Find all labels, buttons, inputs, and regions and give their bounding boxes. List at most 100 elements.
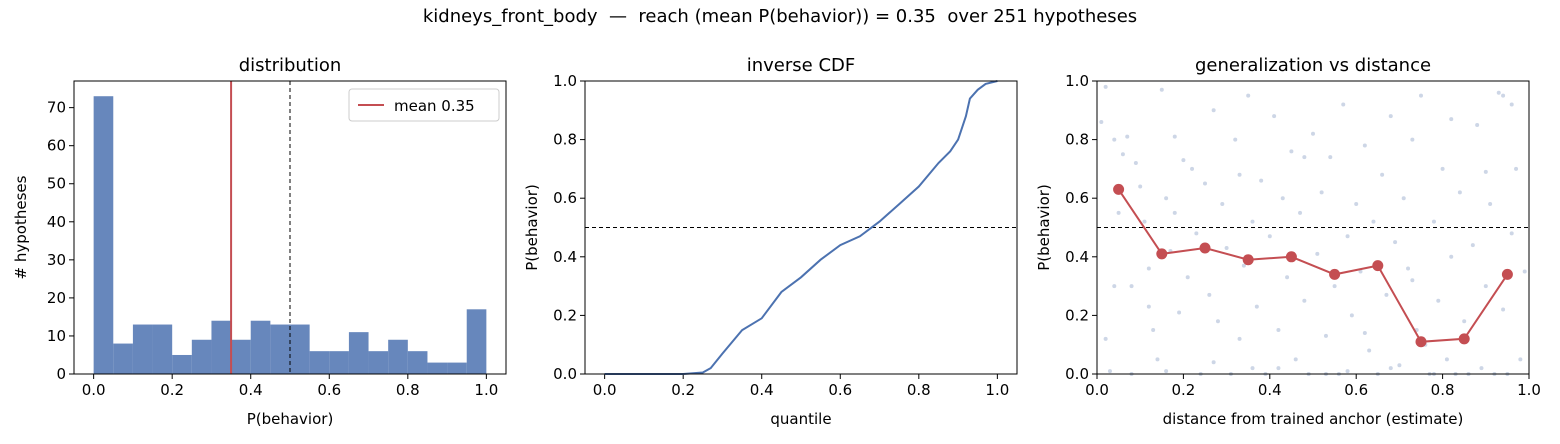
x-tick-label: 0.0 [82,381,106,399]
scatter-point [1388,114,1393,119]
scatter-point [1250,366,1255,371]
histogram-bar [407,351,428,374]
scatter-point [1410,278,1415,283]
scatter-point [1406,266,1411,271]
binned-mean-marker [1415,336,1427,348]
y-tick-label: 0.0 [1065,365,1089,383]
axes-frame [73,80,507,375]
scatter-point [1103,336,1108,341]
binned-mean-marker [1199,242,1211,254]
x-axis-label: P(behavior) [247,410,334,428]
scatter-point [1146,304,1151,309]
scatter-point [1133,161,1138,166]
y-tick-label: 0.4 [1065,248,1089,266]
scatter-point [1233,137,1238,142]
binned-mean-marker [1458,333,1470,345]
scatter-point [1129,284,1134,289]
distribution-panel: distribution 0.0 0.2 0.4 0.6 0.8 1.0 0 10 20 30 40 5… [12,55,507,428]
panel-title: inverse CDF [747,55,856,76]
y-tick-label: 1.0 [553,72,577,90]
scatter-point [1112,137,1117,142]
scatter-point [1194,231,1199,236]
scatter-point [1371,219,1376,224]
figure-suptitle: kidneys_front_body — reach (mean P(behav… [422,6,1138,27]
scatter-point [1293,357,1298,362]
x-tick-label: 0.0 [1085,381,1109,399]
x-axis-label: quantile [770,410,831,428]
y-axis-label: P(behavior) [523,184,541,271]
scatter-point [1207,292,1212,297]
scatter-point [1146,266,1151,271]
binned-mean-marker [1285,251,1297,263]
legend: mean 0.35 [348,88,500,122]
scatter-point [1345,369,1350,374]
y-tick-label: 60 [47,137,66,155]
histogram-bar [329,351,349,374]
scatter-point [1276,366,1281,371]
x-axis-label: distance from trained anchor (estimate) [1163,410,1464,428]
y-tick-label: 0.6 [553,189,577,207]
x-tick-label: 1.0 [985,381,1009,399]
y-axis-label: # hypotheses [12,175,30,279]
axes-frame [1096,80,1530,375]
axes-frame [584,80,1018,375]
y-tick-label: 0.4 [553,248,577,266]
scatter-point [1341,102,1346,107]
scatter-point [1311,131,1315,136]
y-tick-label: 1.0 [1065,72,1089,90]
histogram-bar [172,354,192,374]
x-tick-label: 0.8 [1431,381,1455,399]
scatter-point [1475,122,1480,127]
scatter-point [1250,219,1255,224]
histogram-bar [93,96,114,375]
scatter-point [1103,84,1108,89]
binned-mean-marker [1113,183,1125,195]
scatter-point [1302,155,1307,160]
scatter-point [1449,117,1454,122]
scatter-point [1107,369,1112,374]
scatter-point [1462,319,1467,324]
scatter-point [1501,93,1506,98]
histogram-bar [270,324,290,374]
histogram-bar [231,339,251,374]
scatter-point [1177,310,1182,315]
scatter-point [1384,292,1389,297]
scatter-point [1155,357,1160,362]
scatter-point [1302,298,1307,303]
scatter-point [1483,169,1488,174]
histogram-bar [250,320,271,374]
x-tick-label: 0.4 [1258,381,1282,399]
scatter-point [1237,336,1242,341]
scatter-point [1159,87,1164,92]
scatter-point [1315,251,1320,256]
scatter-point [1319,190,1324,195]
scatter-point [1267,234,1272,239]
histogram-bar [427,362,448,374]
scatter-point [1401,196,1406,201]
y-tick-label: 0.2 [553,306,577,324]
histogram-bar [388,339,408,374]
scatter-point [1440,166,1445,171]
scatter-point [1190,166,1195,171]
histogram-bar [447,362,467,374]
legend-label: mean 0.35 [394,97,475,115]
histogram-bar [309,351,330,374]
binned-mean-marker [1156,248,1168,260]
binned-mean-line [1117,188,1509,343]
x-tick-label: 0.8 [907,381,931,399]
scatter-point [1246,93,1251,98]
scatter-point [1112,284,1117,289]
scatter-point [1419,93,1423,98]
scatter-point [1509,102,1514,107]
scatter-point [1280,196,1285,201]
x-tick-label: 1.0 [1517,381,1541,399]
scatter-point [1224,246,1229,251]
scatter-point [1457,190,1462,195]
scatter-point [1509,231,1514,236]
histogram-bar [466,309,487,374]
scatter-point [1185,275,1190,280]
scatter-point [1125,134,1130,139]
scatter-point [1367,348,1372,353]
y-tick-label: 0.8 [1065,131,1089,149]
